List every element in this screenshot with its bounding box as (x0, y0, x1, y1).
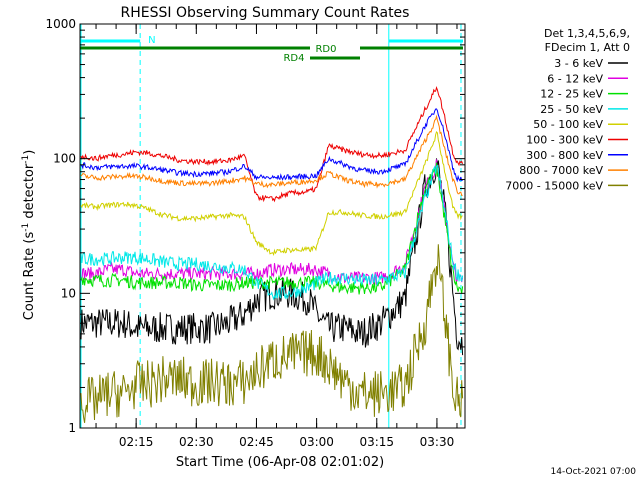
series-line (80, 108, 463, 183)
x-tick-label: 03:30 (420, 435, 455, 449)
legend-label: 300 - 800 keV (526, 149, 603, 162)
y-tick-label: 1000 (45, 17, 76, 31)
rd4-label: RD4 (283, 53, 304, 64)
footer-date: 14-Oct-2021 07:00 (551, 467, 637, 477)
legend-label: 25 - 50 keV (540, 103, 603, 116)
legend-label: 6 - 12 keV (547, 72, 603, 85)
x-tick-label: 02:45 (239, 435, 274, 449)
series-line (80, 164, 464, 301)
plot-frame (79, 23, 466, 429)
series-line (80, 159, 464, 285)
legend-label: 7000 - 15000 keV (505, 179, 603, 192)
night-label: N (148, 35, 155, 46)
series-line (80, 114, 463, 196)
legend-label: 3 - 6 keV (554, 57, 603, 70)
rd0-label: RD0 (315, 44, 336, 55)
series-line (80, 131, 463, 256)
y-axis-label: Count Rate (s-1 detector-1) (21, 150, 37, 321)
legend-label: 50 - 100 keV (533, 118, 603, 131)
chart-title: RHESSI Observing Summary Count Rates (121, 5, 410, 21)
y-tick-label: 10 (61, 286, 76, 300)
y-tick-label: 100 (53, 152, 76, 166)
legend-header-line: FDecim 1, Att 0 (545, 41, 630, 54)
x-tick-label: 03:00 (299, 435, 334, 449)
series-line (80, 158, 464, 356)
legend-label: 100 - 300 keV (526, 134, 603, 147)
series-line (80, 85, 464, 203)
series-lines (80, 85, 464, 423)
y-tick-label: 1 (68, 421, 76, 435)
series-line (80, 244, 464, 423)
axes: 1 10 100 1000 02:15 02:30 02:45 03:00 03:15 03:30 (45, 17, 466, 449)
annotation-bars: N RD0 RD4 (80, 35, 463, 64)
legend-header-line: Det 1,3,4,5,6,9, (544, 27, 630, 40)
legend-label: 800 - 7000 keV (519, 164, 603, 177)
x-tick-label: 02:15 (119, 435, 154, 449)
x-tick-label: 03:15 (359, 435, 394, 449)
vertical-markers (80, 24, 462, 428)
legend-label: 12 - 25 keV (540, 88, 603, 101)
x-axis-label: Start Time (06-Apr-08 02:01:02) (176, 455, 384, 470)
x-tick-label: 02:30 (179, 435, 214, 449)
legend: Det 1,3,4,5,6,9,FDecim 1, Att 0 3 - 6 keV… (505, 27, 630, 192)
